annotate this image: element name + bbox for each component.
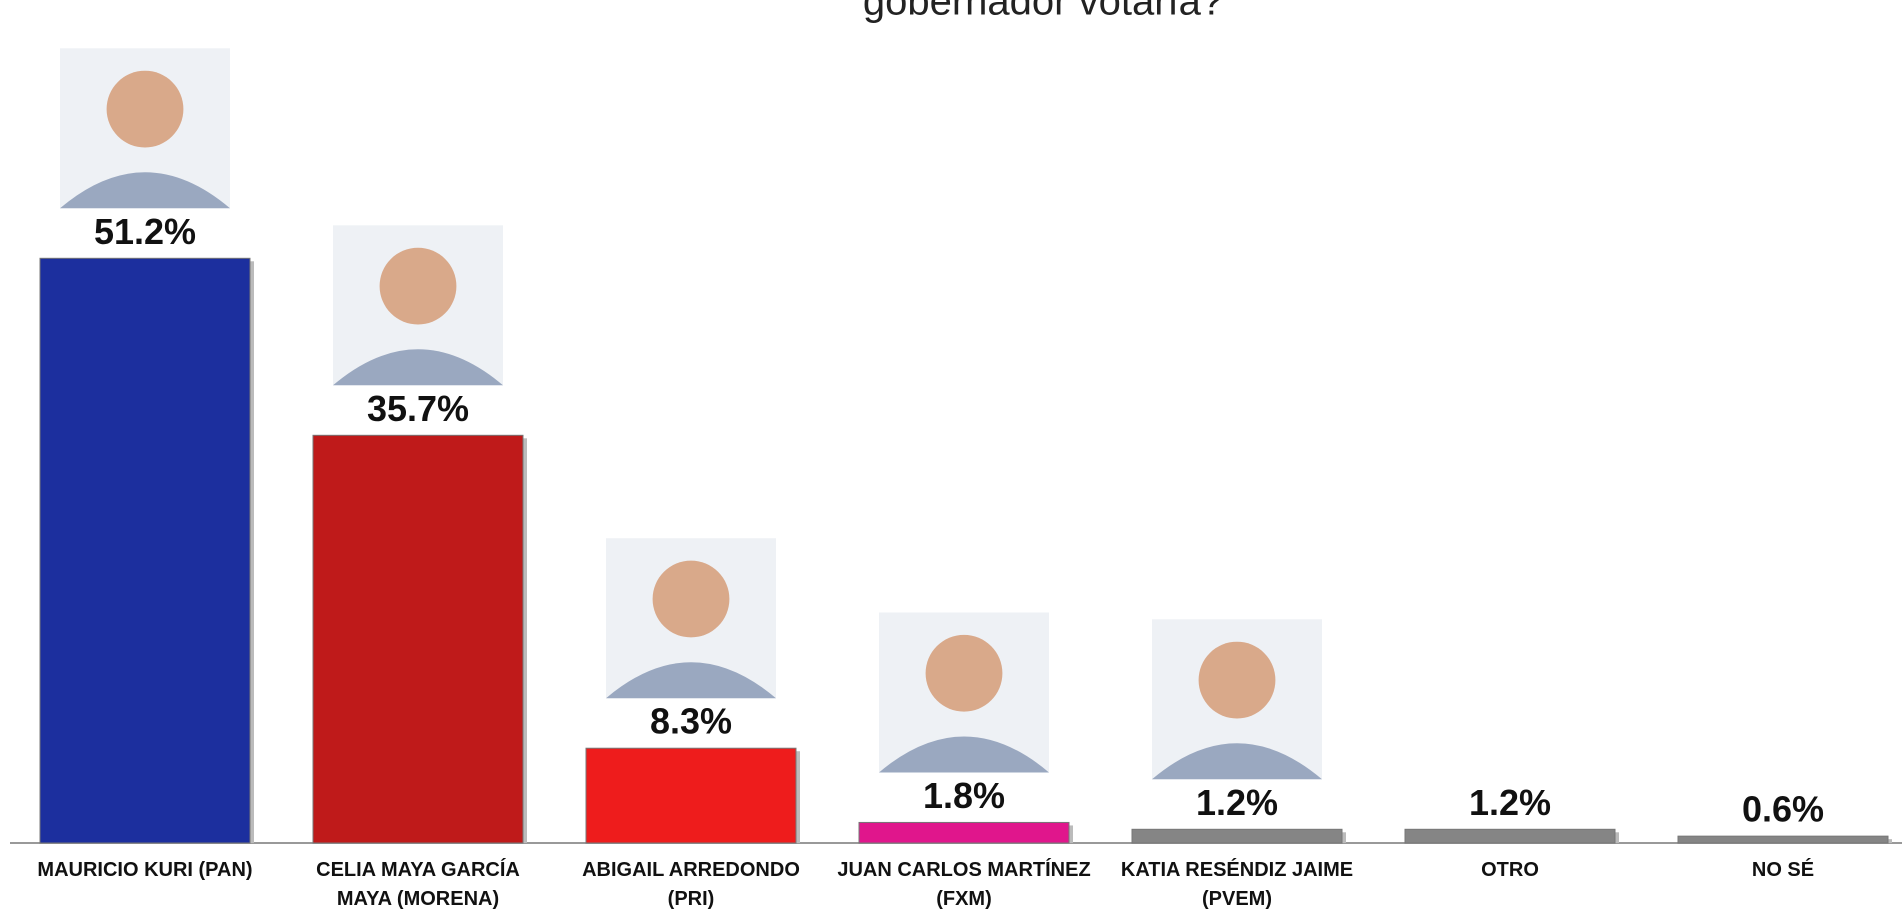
value-label: 8.3%	[650, 701, 732, 742]
bar	[1405, 829, 1615, 843]
value-label: 51.2%	[94, 211, 196, 252]
category-label: KATIA RESÉNDIZ JAIME (PVEM)	[1107, 856, 1367, 914]
category-label: CELIA MAYA GARCÍA MAYA (MORENA)	[288, 856, 548, 914]
bar	[40, 258, 250, 843]
candidate-photo-head	[926, 635, 1003, 712]
candidate-photo-head	[107, 71, 184, 148]
bar	[1132, 829, 1342, 843]
page: {"chart_data": {"type": "bar", "title": …	[0, 0, 1902, 914]
bar	[586, 748, 796, 843]
value-label: 1.8%	[923, 775, 1005, 816]
category-label: ABIGAIL ARREDONDO (PRI)	[561, 856, 821, 914]
bar	[313, 435, 523, 843]
category-label: OTRO	[1380, 856, 1640, 885]
candidate-photo-head	[653, 561, 730, 638]
value-label: 0.6%	[1742, 789, 1824, 830]
category-label: MAURICIO KURI (PAN)	[15, 856, 275, 885]
category-label: NO SÉ	[1653, 856, 1902, 885]
value-label: 1.2%	[1469, 782, 1551, 823]
bar	[1678, 836, 1888, 843]
bar	[859, 822, 1069, 843]
chart-title: gobernador votaría?	[863, 0, 1223, 24]
value-label: 35.7%	[367, 388, 469, 429]
candidate-photo-head	[380, 248, 457, 325]
chart: gobernador votaría? 51.2% 35.7% 8.3% 1.8% 1.…	[0, 0, 1902, 914]
category-label: JUAN CARLOS MARTÍNEZ (FXM)	[834, 856, 1094, 914]
value-label: 1.2%	[1196, 782, 1278, 823]
candidate-photo-head	[1199, 642, 1276, 719]
